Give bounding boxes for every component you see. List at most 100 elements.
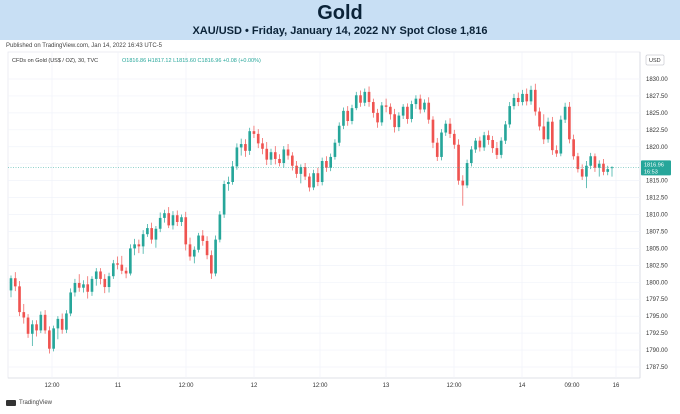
candle-body — [137, 244, 141, 247]
candle-body — [597, 163, 601, 168]
y-tick-label: 1810.00 — [646, 213, 668, 219]
candle-body — [563, 106, 567, 120]
candle-body — [482, 135, 486, 148]
candle-body — [308, 176, 311, 188]
candle-body — [359, 95, 362, 103]
candle-body — [99, 271, 102, 279]
title-banner: Gold XAU/USD • Friday, January 14, 2022 … — [0, 0, 680, 40]
candle-body — [499, 140, 503, 155]
candle-body — [205, 240, 209, 256]
x-tick-label: 14 — [519, 383, 526, 389]
candle-body — [452, 133, 456, 145]
currency-badge — [645, 54, 665, 66]
candle-body — [22, 312, 26, 318]
candle-body — [533, 89, 537, 112]
candle-body — [410, 104, 413, 119]
candle-body — [495, 148, 499, 155]
candle-body — [354, 95, 358, 109]
candle-body — [218, 214, 222, 240]
y-tick-label: 1795.00 — [646, 314, 668, 320]
candle-body — [9, 278, 13, 291]
candle-body — [380, 105, 384, 123]
candle-body — [244, 144, 247, 151]
candle-body — [418, 98, 422, 110]
candle-body — [376, 112, 379, 123]
candle-body — [154, 228, 158, 240]
candle-body — [593, 156, 597, 168]
candle-body — [384, 105, 388, 107]
x-tick-label: 13 — [383, 383, 390, 389]
candle-body — [273, 152, 277, 159]
candle-body — [508, 106, 512, 125]
last-price-label: 1816.96 — [644, 162, 664, 168]
candle-body — [77, 282, 81, 288]
x-tick-label: 11 — [115, 383, 122, 389]
y-tick-label: 1822.50 — [646, 128, 668, 134]
candle-body — [316, 173, 320, 183]
plot-frame — [7, 51, 641, 379]
candle-body — [256, 133, 260, 144]
y-tick-label: 1827.50 — [646, 94, 668, 100]
candle-body — [435, 142, 439, 157]
candle-body — [56, 318, 60, 329]
candle-body — [580, 169, 584, 177]
y-tick-label: 1812.50 — [646, 196, 668, 202]
candle-body — [150, 228, 153, 240]
y-tick-label: 1830.00 — [646, 77, 668, 83]
candle-body — [414, 98, 418, 105]
candle-body — [73, 282, 77, 293]
countdown-label: 16:53 — [644, 169, 658, 175]
candle-body — [572, 139, 575, 157]
x-tick-label: 12:00 — [446, 383, 462, 389]
candle-body — [192, 249, 196, 257]
candle-body — [235, 147, 239, 167]
candle-body — [201, 235, 205, 241]
candle-body — [197, 235, 200, 250]
legend-symbol: CFDs on Gold (US$ / OZ), 30, TVC — [12, 58, 98, 64]
candle-body — [269, 152, 273, 160]
candle-body — [461, 180, 465, 186]
candle-body — [107, 276, 111, 288]
candle-body — [363, 91, 367, 103]
x-tick-label: 12:00 — [312, 383, 328, 389]
candle-body — [474, 140, 477, 150]
candle-body — [325, 160, 328, 168]
candle-body — [491, 139, 494, 149]
candle-body — [559, 119, 563, 154]
candle-body — [525, 93, 529, 102]
candle-body — [448, 123, 452, 134]
legend-ohlc: O1816.86 H1817.12 L1815.60 C1816.96 +0.0… — [122, 58, 261, 64]
candle-body — [295, 165, 298, 174]
candle-body — [239, 144, 243, 148]
candle-body — [116, 263, 119, 265]
candle-body — [516, 97, 520, 103]
candle-body — [222, 184, 226, 215]
candle-body — [397, 115, 401, 128]
candle-body — [568, 106, 571, 140]
y-tick-label: 1807.50 — [646, 229, 668, 235]
x-tick-label: 12:00 — [178, 383, 194, 389]
y-tick-label: 1820.00 — [646, 145, 668, 151]
y-tick-label: 1825.00 — [646, 111, 668, 117]
candle-body — [146, 228, 149, 235]
candle-body — [529, 89, 533, 102]
candle-body — [401, 106, 405, 116]
candle-body — [129, 248, 132, 274]
candle-body — [103, 278, 107, 288]
candle-body — [252, 131, 256, 134]
candle-body — [431, 119, 435, 143]
currency-label: USD — [649, 58, 661, 64]
y-tick-label: 1802.50 — [646, 263, 668, 269]
candle-body — [171, 215, 175, 226]
candle-body — [175, 215, 179, 222]
y-tick-label: 1797.50 — [646, 297, 668, 303]
candle-body — [60, 318, 64, 330]
candle-body — [423, 102, 426, 110]
candle-body — [457, 144, 460, 181]
y-tick-label: 1800.00 — [646, 280, 668, 286]
candle-body — [350, 108, 354, 122]
candlestick-chart[interactable]: 1830.001827.501825.001822.501820.001817.… — [0, 48, 680, 400]
y-tick-label: 1805.00 — [646, 246, 668, 252]
candle-body — [542, 126, 546, 140]
candle-body — [158, 217, 162, 229]
